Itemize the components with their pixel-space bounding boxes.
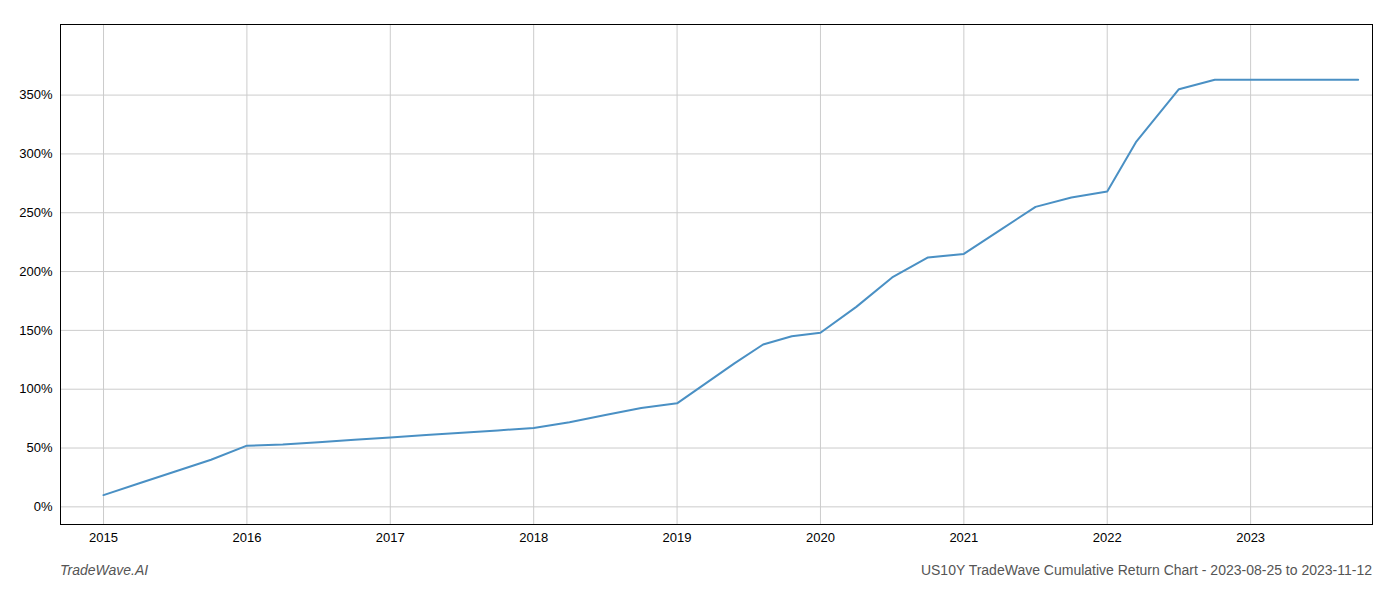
svg-text:200%: 200%	[19, 264, 53, 279]
svg-text:2022: 2022	[1093, 530, 1122, 545]
svg-text:250%: 250%	[19, 205, 53, 220]
svg-text:2015: 2015	[89, 530, 118, 545]
svg-text:2016: 2016	[232, 530, 261, 545]
svg-text:2017: 2017	[376, 530, 405, 545]
svg-text:300%: 300%	[19, 146, 53, 161]
svg-text:350%: 350%	[19, 87, 53, 102]
svg-text:100%: 100%	[19, 381, 53, 396]
svg-text:2023: 2023	[1236, 530, 1265, 545]
svg-text:2018: 2018	[519, 530, 548, 545]
svg-text:0%: 0%	[34, 499, 53, 514]
svg-text:2021: 2021	[949, 530, 978, 545]
svg-text:2019: 2019	[663, 530, 692, 545]
svg-text:2020: 2020	[806, 530, 835, 545]
html-text:US10Y TradeWave Cumulative Ret: US10Y TradeWave Cumulative Return Chart …	[920, 562, 1372, 578]
svg-text:150%: 150%	[19, 323, 53, 338]
svg-text:50%: 50%	[26, 440, 52, 455]
html-text:TradeWave.AI: TradeWave.AI	[60, 562, 149, 578]
